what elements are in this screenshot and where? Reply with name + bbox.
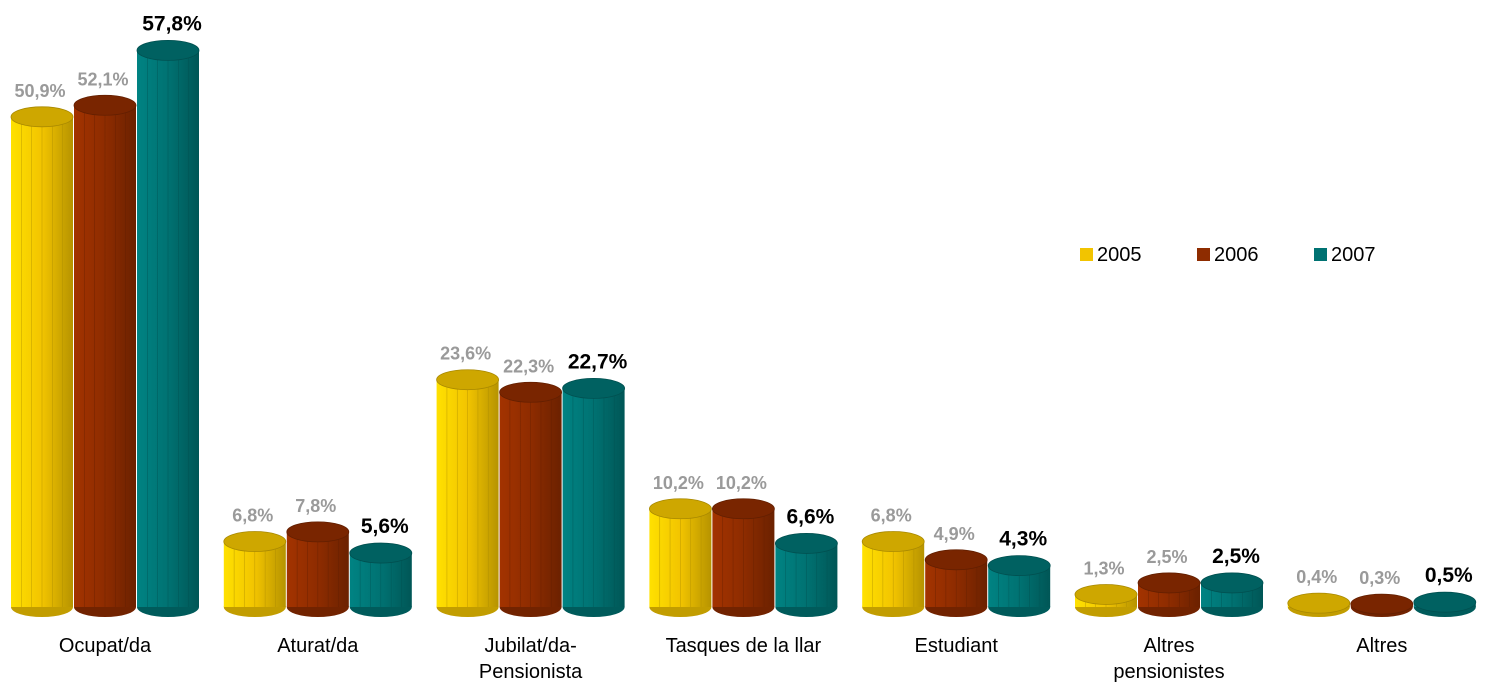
data-label: 4,3% [999, 528, 1047, 551]
data-label: 6,6% [786, 505, 834, 528]
cylinder-top [1413, 591, 1477, 613]
cylinder-top [562, 377, 625, 399]
cylinder [712, 498, 775, 617]
x-tick-label: Tasques de la llar [665, 635, 822, 657]
cylinder-top [775, 533, 838, 554]
cylinder [1200, 572, 1264, 617]
cylinder-top [286, 521, 350, 543]
cylinder-top [136, 39, 200, 61]
cylinder [10, 106, 74, 617]
cylinder-top [1350, 593, 1414, 615]
cylinder [1137, 572, 1201, 617]
cylinder [223, 531, 287, 617]
legend-label: 2007 [1331, 244, 1376, 266]
data-label: 7,8% [295, 496, 336, 516]
data-label: 50,9% [14, 81, 65, 101]
x-tick-label: Altres [1356, 635, 1408, 657]
legend-label: 2006 [1214, 244, 1259, 266]
cylinder-top [223, 531, 287, 552]
cylinder-top [349, 542, 413, 564]
cylinder [436, 369, 500, 617]
data-label: 6,8% [871, 506, 912, 526]
cylinder-top [987, 555, 1051, 576]
cylinder [499, 381, 562, 617]
data-label: 0,5% [1425, 564, 1473, 587]
cylinder [349, 542, 413, 617]
cylinder [924, 549, 988, 617]
cylinder-top [10, 106, 74, 128]
x-tick-label: Altres pensionistes [1113, 635, 1225, 683]
cylinder [286, 521, 350, 617]
cylinder-top [649, 498, 712, 520]
data-label: 1,3% [1083, 558, 1124, 578]
data-label: 0,4% [1296, 567, 1337, 587]
cylinder-top [1200, 572, 1264, 594]
data-label: 10,2% [653, 473, 704, 493]
cylinder [73, 94, 137, 617]
legend-swatch [1080, 248, 1093, 261]
cylinder-top [436, 369, 500, 391]
cylinder-top [712, 498, 775, 520]
data-label: 0,3% [1359, 568, 1400, 588]
cylinder [775, 533, 838, 617]
legend-swatch [1314, 248, 1327, 261]
cylinder [1413, 591, 1477, 617]
cylinder-top [924, 549, 988, 571]
cylinder-top [1137, 572, 1201, 594]
cylinder [562, 377, 625, 617]
legend-label: 2005 [1097, 244, 1142, 266]
x-tick-label: Estudiant [914, 635, 998, 657]
cylinder [987, 555, 1051, 617]
legend-swatch [1197, 248, 1210, 261]
cylinder [1287, 592, 1351, 617]
cylinder-top [1074, 584, 1138, 605]
cylinder [136, 39, 200, 617]
x-tick-label: Jubilat/da- Pensionista [478, 635, 583, 683]
cylinder-top [73, 94, 137, 116]
cylinder [649, 498, 712, 617]
data-label: 57,8% [142, 12, 202, 35]
cylinder [1350, 593, 1414, 617]
data-label: 4,9% [934, 524, 975, 544]
data-label: 5,6% [361, 515, 409, 538]
data-label: 2,5% [1146, 547, 1187, 567]
data-label: 52,1% [77, 69, 128, 89]
x-tick-label: Ocupat/da [58, 635, 152, 657]
data-label: 23,6% [440, 344, 491, 364]
cylinder-top [499, 381, 562, 403]
data-label: 22,7% [568, 350, 628, 373]
cylinder [861, 531, 925, 617]
data-label: 2,5% [1212, 545, 1260, 568]
data-label: 6,8% [232, 506, 273, 526]
data-label: 10,2% [716, 473, 767, 493]
cylinder-top [1287, 592, 1351, 614]
data-label: 22,3% [503, 356, 554, 376]
cylinder [1074, 584, 1138, 617]
cylinder-top [861, 531, 925, 552]
x-tick-label: Aturat/da [277, 635, 359, 657]
